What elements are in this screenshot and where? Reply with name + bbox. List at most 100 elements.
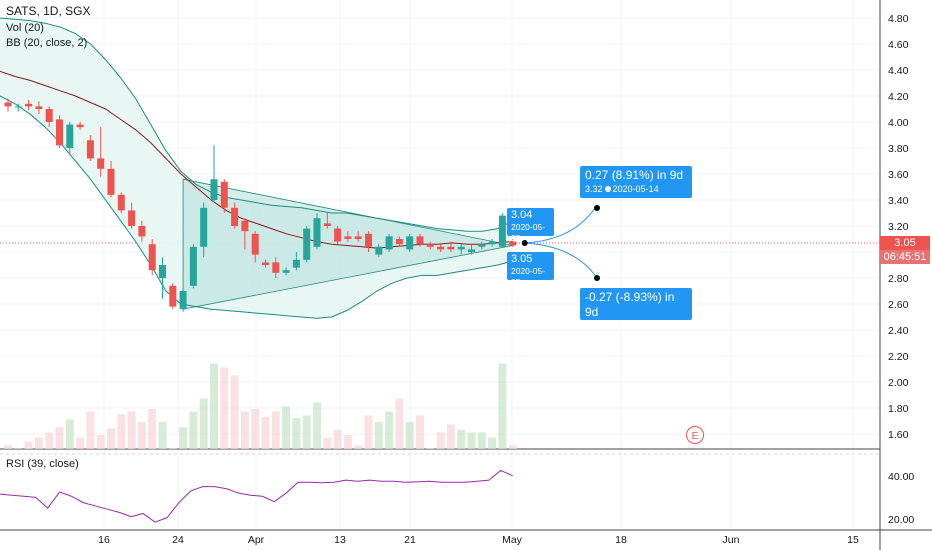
down-target-tag[interactable]: -0.27 (-8.93%) in 9d 2.77 2020-05-14: [580, 288, 692, 331]
volume-bar: [498, 363, 507, 449]
candle[interactable]: [478, 241, 486, 250]
candle[interactable]: [200, 202, 208, 258]
candle-body: [488, 241, 496, 245]
candle[interactable]: [303, 226, 311, 263]
price-axis[interactable]: 4.804.604.404.204.003.803.603.403.203.00…: [888, 13, 914, 526]
candle[interactable]: [231, 202, 239, 229]
volume-legend[interactable]: Vol (20): [6, 22, 44, 34]
candle[interactable]: [25, 99, 33, 111]
candle-body: [200, 207, 208, 247]
candle[interactable]: [334, 226, 342, 245]
candle[interactable]: [251, 231, 259, 263]
candle[interactable]: [365, 231, 372, 252]
volume-bar: [333, 429, 342, 449]
projection-arrows[interactable]: [521, 204, 600, 281]
candle[interactable]: [35, 101, 43, 115]
candle[interactable]: [14, 103, 22, 112]
time-axis[interactable]: 16 24 Apr 13 21 May 18 Jun 15: [98, 534, 859, 546]
candle[interactable]: [395, 236, 403, 247]
bollinger-legend[interactable]: BB (20, close, 2): [6, 37, 88, 49]
candle[interactable]: [148, 239, 156, 276]
rsi-legend[interactable]: RSI (39, close): [6, 458, 79, 470]
candle[interactable]: [159, 257, 166, 299]
volume-bar: [117, 414, 126, 449]
candle[interactable]: [76, 122, 84, 130]
candle-body: [416, 236, 424, 245]
candle-body: [128, 210, 136, 226]
volume-bar: [436, 432, 445, 449]
volume-bar: [508, 445, 517, 449]
candle[interactable]: [210, 145, 218, 203]
candle[interactable]: [107, 161, 115, 198]
candle[interactable]: [282, 267, 290, 276]
time-tick-label: 21: [404, 534, 416, 546]
candle[interactable]: [220, 179, 228, 213]
symbol-legend[interactable]: SATS, 1D, SGX: [6, 4, 91, 18]
candle[interactable]: [488, 239, 496, 247]
candle[interactable]: [179, 288, 187, 312]
candle[interactable]: [406, 233, 414, 252]
volume-bar: [137, 422, 146, 449]
candle-body: [478, 244, 486, 247]
candle[interactable]: [86, 135, 94, 161]
candle[interactable]: [385, 233, 393, 252]
volume-bar: [55, 427, 64, 449]
candle[interactable]: [272, 257, 280, 278]
last-high-tag[interactable]: 3.04 2020-05-05: [507, 208, 554, 243]
candle[interactable]: [45, 106, 53, 128]
candle[interactable]: [138, 220, 146, 242]
price-tick-label: 2.40: [888, 325, 909, 337]
candle[interactable]: [262, 259, 269, 268]
candle[interactable]: [4, 98, 12, 112]
candle[interactable]: [468, 244, 475, 255]
candle-body: [437, 246, 445, 250]
up-target-change: 0.27 (8.91%) in 9d: [585, 168, 684, 182]
candle[interactable]: [292, 252, 300, 271]
price-tick-label: 1.80: [888, 403, 909, 415]
earnings-icon[interactable]: [686, 426, 704, 444]
candle[interactable]: [426, 241, 434, 250]
time-tick-label: Apr: [248, 534, 265, 546]
candle[interactable]: [169, 283, 177, 310]
volume-bar: [364, 415, 373, 449]
candle[interactable]: [447, 241, 455, 252]
triangle-pattern[interactable]: [182, 178, 513, 310]
volume-bar: [86, 411, 95, 449]
price-tick-label: 4.60: [888, 39, 909, 51]
candle[interactable]: [66, 122, 74, 154]
candle[interactable]: [354, 231, 362, 242]
symmetrical-triangle[interactable]: [182, 178, 513, 310]
candle[interactable]: [128, 202, 136, 229]
candle[interactable]: [509, 239, 517, 247]
candle[interactable]: [56, 115, 63, 149]
up-target-date: 2020-05-14: [612, 184, 659, 194]
down-target-point[interactable]: [594, 275, 600, 281]
candle-body: [107, 168, 115, 195]
price-tick-label: 1.60: [888, 429, 909, 441]
candle[interactable]: [416, 233, 424, 247]
candle[interactable]: [375, 244, 383, 258]
up-projection-line[interactable]: [524, 204, 598, 244]
candle[interactable]: [457, 244, 465, 255]
volume-bar: [426, 448, 435, 449]
earnings-marker[interactable]: E: [686, 426, 704, 444]
candle[interactable]: [498, 213, 506, 247]
candles[interactable]: [4, 98, 517, 312]
candle[interactable]: [189, 244, 197, 289]
current-price-label[interactable]: 3.05: [880, 236, 930, 250]
candle[interactable]: [323, 213, 331, 229]
candle[interactable]: [241, 218, 249, 250]
up-target-tag[interactable]: 0.27 (8.91%) in 9d 3.32 2020-05-14: [580, 166, 692, 198]
candle-body: [220, 181, 228, 208]
candle[interactable]: [117, 192, 125, 213]
candle[interactable]: [344, 231, 352, 242]
up-target-point[interactable]: [594, 205, 600, 211]
candle[interactable]: [313, 213, 321, 250]
down-projection-line[interactable]: [524, 242, 598, 279]
candle[interactable]: [97, 127, 105, 177]
projection-origin[interactable]: [521, 240, 528, 246]
volume-bar: [251, 409, 260, 449]
candle[interactable]: [437, 244, 445, 252]
last-low-tag[interactable]: 3.05 2020-05-05: [507, 252, 554, 287]
